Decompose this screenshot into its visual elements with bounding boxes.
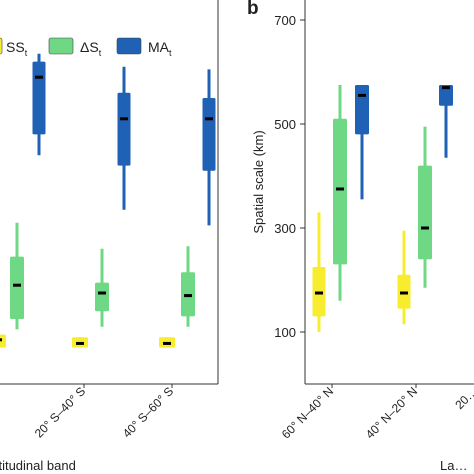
iqr-box-MA_t-1-0 — [355, 85, 369, 135]
panel-label-b: b — [247, 0, 259, 19]
median-MA_t-1-1 — [442, 86, 450, 90]
iqr-box-MA_t-0-2 — [202, 98, 216, 171]
legend: SSt ΔSt MAt — [0, 37, 172, 58]
median-MA_t-0-0 — [35, 75, 43, 79]
legend-label-2: MAt — [148, 39, 172, 58]
y-tick-label-700: 700 — [274, 13, 296, 28]
y-axis-label: Spatial scale (km) — [251, 130, 266, 233]
box-SS_t-0-2 — [159, 337, 175, 348]
box-SS_t-1-1 — [397, 230, 411, 325]
median-SS_t-0-2 — [163, 341, 171, 345]
box-MA_t-0-0 — [32, 53, 46, 156]
iqr-box-dS_t-1-0 — [333, 118, 347, 265]
box-MA_t-0-1 — [117, 66, 131, 210]
y-tick-label-500: 500 — [274, 117, 296, 132]
median-MA_t-1-0 — [358, 93, 366, 97]
x-axis-label-0: Latitudinal band — [0, 458, 76, 473]
iqr-box-MA_t-1-1 — [439, 85, 453, 106]
median-dS_t-0-1 — [98, 291, 106, 295]
box-dS_t-1-0 — [333, 85, 347, 301]
iqr-box-dS_t-0-0 — [10, 256, 24, 319]
box-MA_t-0-2 — [202, 69, 216, 226]
box-SS_t-0-1 — [72, 337, 88, 348]
x-tick-label-1-2: 20… — [452, 384, 474, 412]
median-dS_t-0-0 — [13, 283, 21, 287]
iqr-box-SS_t-0-0 — [0, 334, 6, 348]
legend-swatch-t-2 — [116, 37, 142, 55]
iqr-box-MA_t-0-1 — [117, 92, 131, 166]
box-MA_t-1-1 — [439, 85, 453, 158]
box-SS_t-0-0 — [0, 334, 6, 348]
median-MA_t-0-2 — [205, 117, 213, 121]
box-SS_t-1-0 — [312, 212, 326, 332]
legend-swatch-t-0 — [0, 37, 3, 55]
legend-label-1: ΔSt — [80, 39, 102, 58]
y-tick-label-100: 100 — [274, 325, 296, 340]
axes — [0, 0, 474, 388]
legend-swatch-t-1 — [48, 37, 74, 55]
median-MA_t-0-1 — [120, 117, 128, 121]
x-tick-label-0-2: 40° S–60° S — [120, 384, 176, 440]
box-MA_t-1-0 — [355, 85, 369, 200]
iqr-box-dS_t-0-1 — [95, 282, 109, 312]
box-dS_t-0-1 — [95, 248, 109, 327]
median-dS_t-1-0 — [336, 187, 344, 191]
median-dS_t-0-2 — [184, 294, 192, 298]
median-dS_t-1-1 — [421, 226, 429, 230]
x-tick-label-0-1: 20° S–40° S — [32, 384, 88, 440]
box-dS_t-0-2 — [181, 246, 195, 327]
iqr-box-MA_t-0-0 — [32, 61, 46, 135]
median-SS_t-1-0 — [315, 291, 323, 295]
x-tick-label-1-0: 60° N–40° N — [279, 384, 336, 441]
median-SS_t-1-1 — [400, 291, 408, 295]
iqr-box-dS_t-1-1 — [418, 165, 432, 260]
box-dS_t-1-1 — [418, 126, 432, 288]
x-axis-label-1: La… — [440, 458, 467, 473]
y-tick-label-300: 300 — [274, 221, 296, 236]
chart-marks — [0, 53, 453, 348]
median-SS_t-0-0 — [0, 338, 2, 342]
x-tick-label-1-1: 40° N–20° N — [363, 384, 420, 441]
legend-label-0: SSt — [6, 39, 28, 58]
median-SS_t-0-1 — [76, 341, 84, 345]
box-dS_t-0-0 — [10, 222, 24, 330]
